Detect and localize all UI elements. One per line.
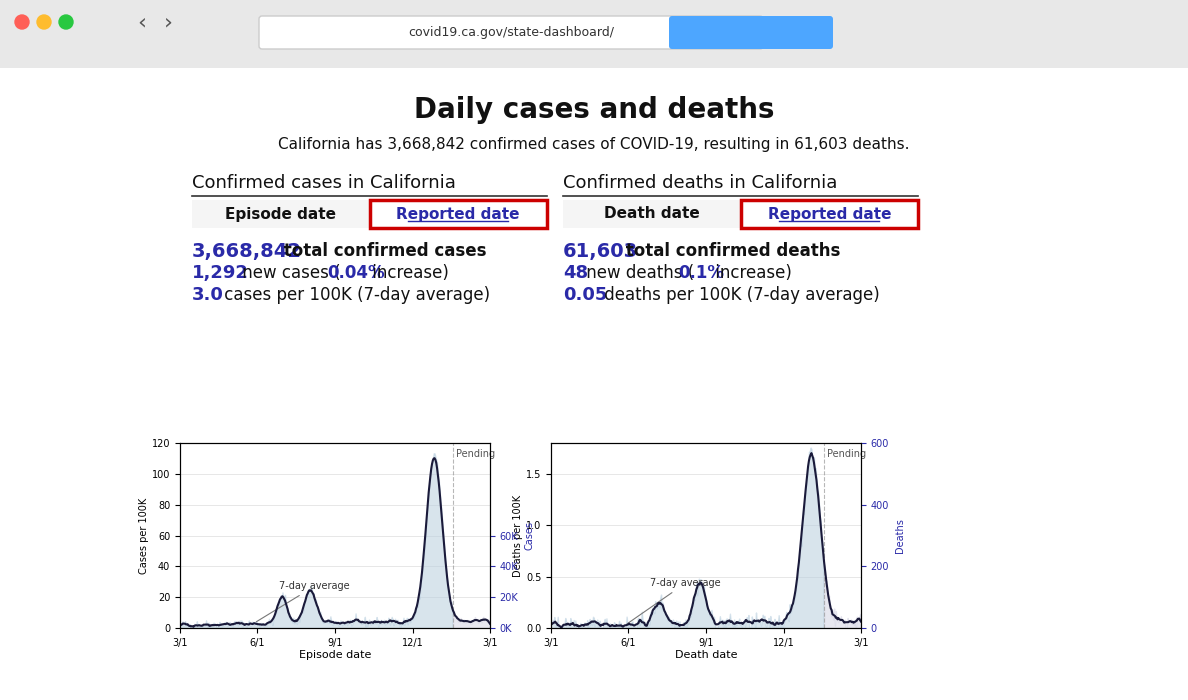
Y-axis label: Deaths per 100K: Deaths per 100K — [513, 494, 523, 577]
X-axis label: Death date: Death date — [675, 650, 738, 661]
Text: ›: › — [164, 12, 172, 32]
Text: Death date: Death date — [604, 206, 700, 221]
Text: Reported date: Reported date — [767, 206, 891, 221]
Text: Daily cases and deaths: Daily cases and deaths — [413, 96, 775, 124]
Text: 3.0: 3.0 — [192, 286, 223, 304]
Text: California has 3,668,842 confirmed cases of COVID-19, resulting in 61,603 deaths: California has 3,668,842 confirmed cases… — [278, 136, 910, 151]
Circle shape — [37, 15, 51, 29]
Text: new cases (: new cases ( — [236, 264, 341, 282]
Bar — [0, 0, 1188, 68]
X-axis label: Episode date: Episode date — [299, 650, 371, 661]
Bar — [192, 200, 369, 228]
Text: total confirmed cases: total confirmed cases — [278, 242, 486, 260]
Text: increase): increase) — [710, 264, 792, 282]
FancyBboxPatch shape — [669, 16, 833, 49]
Text: cases per 100K (7-day average): cases per 100K (7-day average) — [219, 286, 491, 304]
Text: 48: 48 — [563, 264, 588, 282]
Bar — [740, 200, 918, 228]
Text: Confirmed deaths in California: Confirmed deaths in California — [563, 174, 838, 192]
Circle shape — [15, 15, 29, 29]
FancyBboxPatch shape — [259, 16, 763, 49]
Circle shape — [59, 15, 72, 29]
Y-axis label: Cases: Cases — [524, 521, 535, 550]
Text: Pending: Pending — [827, 449, 866, 459]
Y-axis label: Cases per 100K: Cases per 100K — [139, 498, 148, 573]
Text: deaths per 100K (7-day average): deaths per 100K (7-day average) — [599, 286, 880, 304]
Text: 7-day average: 7-day average — [627, 578, 721, 624]
Text: new deaths (: new deaths ( — [581, 264, 694, 282]
Text: Episode date: Episode date — [226, 206, 336, 221]
Text: 0.1%: 0.1% — [678, 264, 725, 282]
Text: 3,668,842: 3,668,842 — [192, 242, 302, 261]
Text: Reported date: Reported date — [397, 206, 520, 221]
Text: ‹: ‹ — [138, 12, 146, 32]
Text: Pending: Pending — [456, 449, 495, 459]
Bar — [563, 200, 740, 228]
Text: covid19.ca.gov/state-dashboard/: covid19.ca.gov/state-dashboard/ — [407, 26, 614, 39]
Bar — [369, 200, 546, 228]
Text: 0.05: 0.05 — [563, 286, 607, 304]
Text: 0.04%: 0.04% — [327, 264, 385, 282]
Text: 1,292: 1,292 — [192, 264, 248, 282]
Y-axis label: Deaths: Deaths — [895, 518, 905, 553]
Text: total confirmed deaths: total confirmed deaths — [620, 242, 840, 260]
Text: Confirmed cases in California: Confirmed cases in California — [192, 174, 456, 192]
Text: 7-day average: 7-day average — [257, 581, 349, 622]
Text: 61,603: 61,603 — [563, 242, 638, 261]
Text: increase): increase) — [367, 264, 449, 282]
